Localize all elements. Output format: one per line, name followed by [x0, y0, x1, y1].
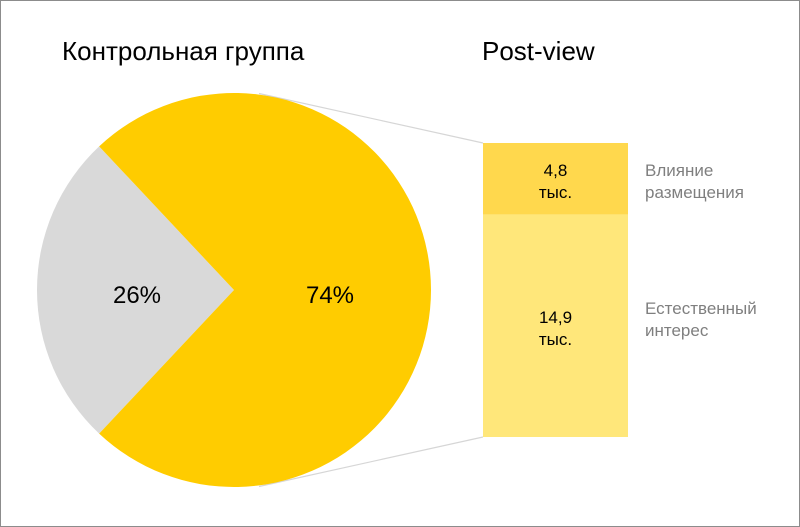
pie-slice-74	[99, 92, 431, 487]
pie-label-26: 26%	[113, 282, 161, 309]
bar-value-label-0: 4,8 тыс.	[539, 161, 572, 202]
bar-segment-top	[483, 143, 628, 215]
pie-title: Контрольная группа	[62, 36, 305, 66]
connector-line-top	[258, 92, 484, 144]
segment-side-label-1: Естественный интерес	[645, 299, 757, 340]
bar-segment-bottom	[483, 214, 628, 437]
connector-line-bottom	[258, 436, 484, 488]
pie-label-74: 74%	[306, 282, 354, 309]
segment-side-label-0: Влияние размещения	[645, 161, 744, 202]
bar-value-label-1: 14,9 тыс.	[539, 308, 572, 349]
bar-title: Post-view	[482, 36, 595, 66]
pie-slice-26	[36, 146, 234, 434]
